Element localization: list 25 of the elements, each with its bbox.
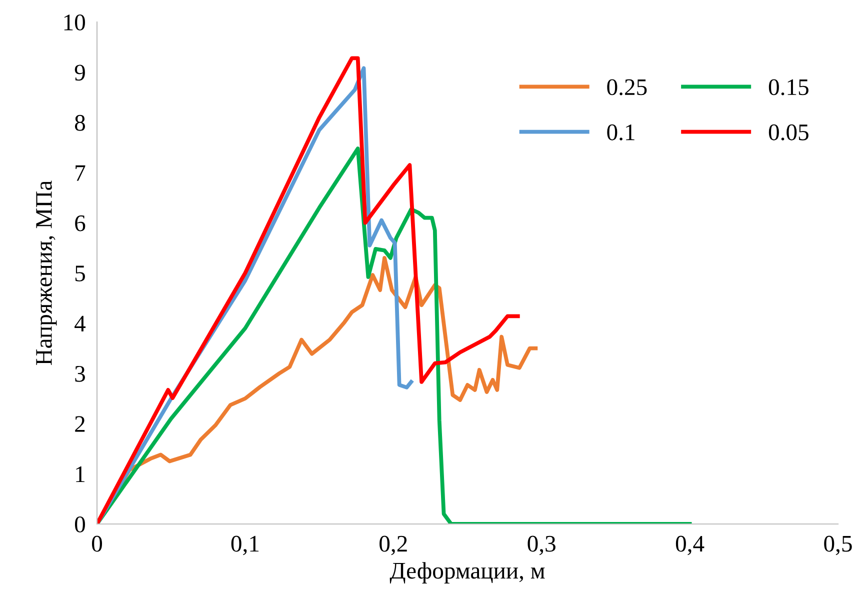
x-axis-title: Деформации, м [390,562,545,584]
y-tick-label: 9 [74,64,85,81]
y-tick-label: 2 [75,416,85,432]
y-tick-label: 1 [76,466,84,482]
legend-label: 0.05 [768,124,808,140]
y-tick-label: 5 [75,266,85,282]
y-tick-label: 8 [74,114,85,131]
legend-label: 0.25 [607,79,647,96]
x-tick-label: 0,2 [380,536,407,556]
x-tick-label: 0,5 [824,536,852,556]
y-tick-label: 7 [76,165,86,181]
line-series [97,56,520,524]
x-tick-label: 0,1 [231,536,259,556]
x-tick-label: 0 [92,536,102,552]
legend-label: 0.15 [768,79,808,96]
legend-label: 0.1 [607,124,634,140]
x-tick-label: 0,4 [676,536,704,556]
y-tick-label: 10 [64,14,85,30]
x-tick-label: 0,3 [528,536,556,556]
y-tick-label: 6 [75,215,86,232]
y-tick-label: 3 [75,366,85,382]
y-tick-label: 0 [74,516,85,532]
line-series [97,146,692,524]
y-tick-label: 4 [74,316,86,332]
y-axis-title: Напряжения, МПа [36,180,57,366]
